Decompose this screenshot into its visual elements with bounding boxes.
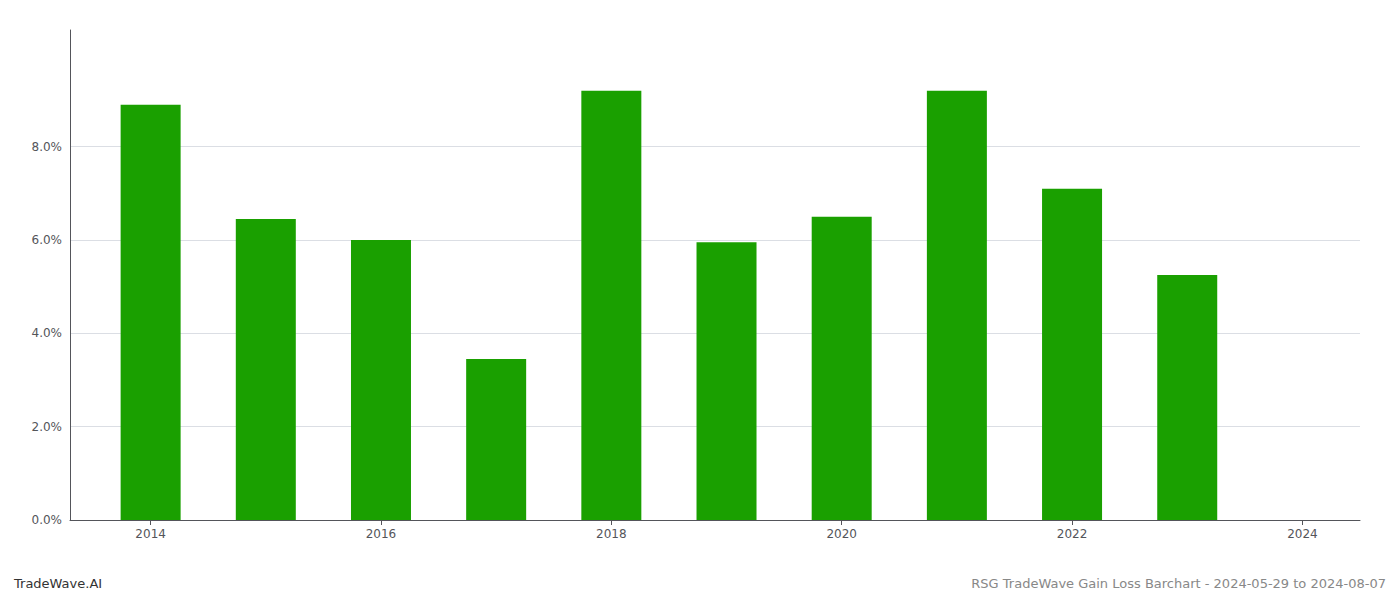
svg-text:4.0%: 4.0%: [32, 326, 63, 340]
svg-text:2014: 2014: [135, 527, 166, 541]
svg-text:2022: 2022: [1057, 527, 1088, 541]
svg-text:6.0%: 6.0%: [32, 233, 63, 247]
svg-text:2016: 2016: [366, 527, 397, 541]
svg-text:8.0%: 8.0%: [32, 140, 63, 154]
svg-text:2018: 2018: [596, 527, 627, 541]
svg-text:2.0%: 2.0%: [32, 420, 63, 434]
svg-text:0.0%: 0.0%: [32, 513, 63, 527]
svg-text:TradeWave.AI: TradeWave.AI: [13, 576, 102, 591]
svg-text:RSG TradeWave Gain Loss Barcha: RSG TradeWave Gain Loss Barchart - 2024-…: [971, 576, 1386, 591]
svg-text:2024: 2024: [1287, 527, 1318, 541]
svg-text:2020: 2020: [826, 527, 857, 541]
